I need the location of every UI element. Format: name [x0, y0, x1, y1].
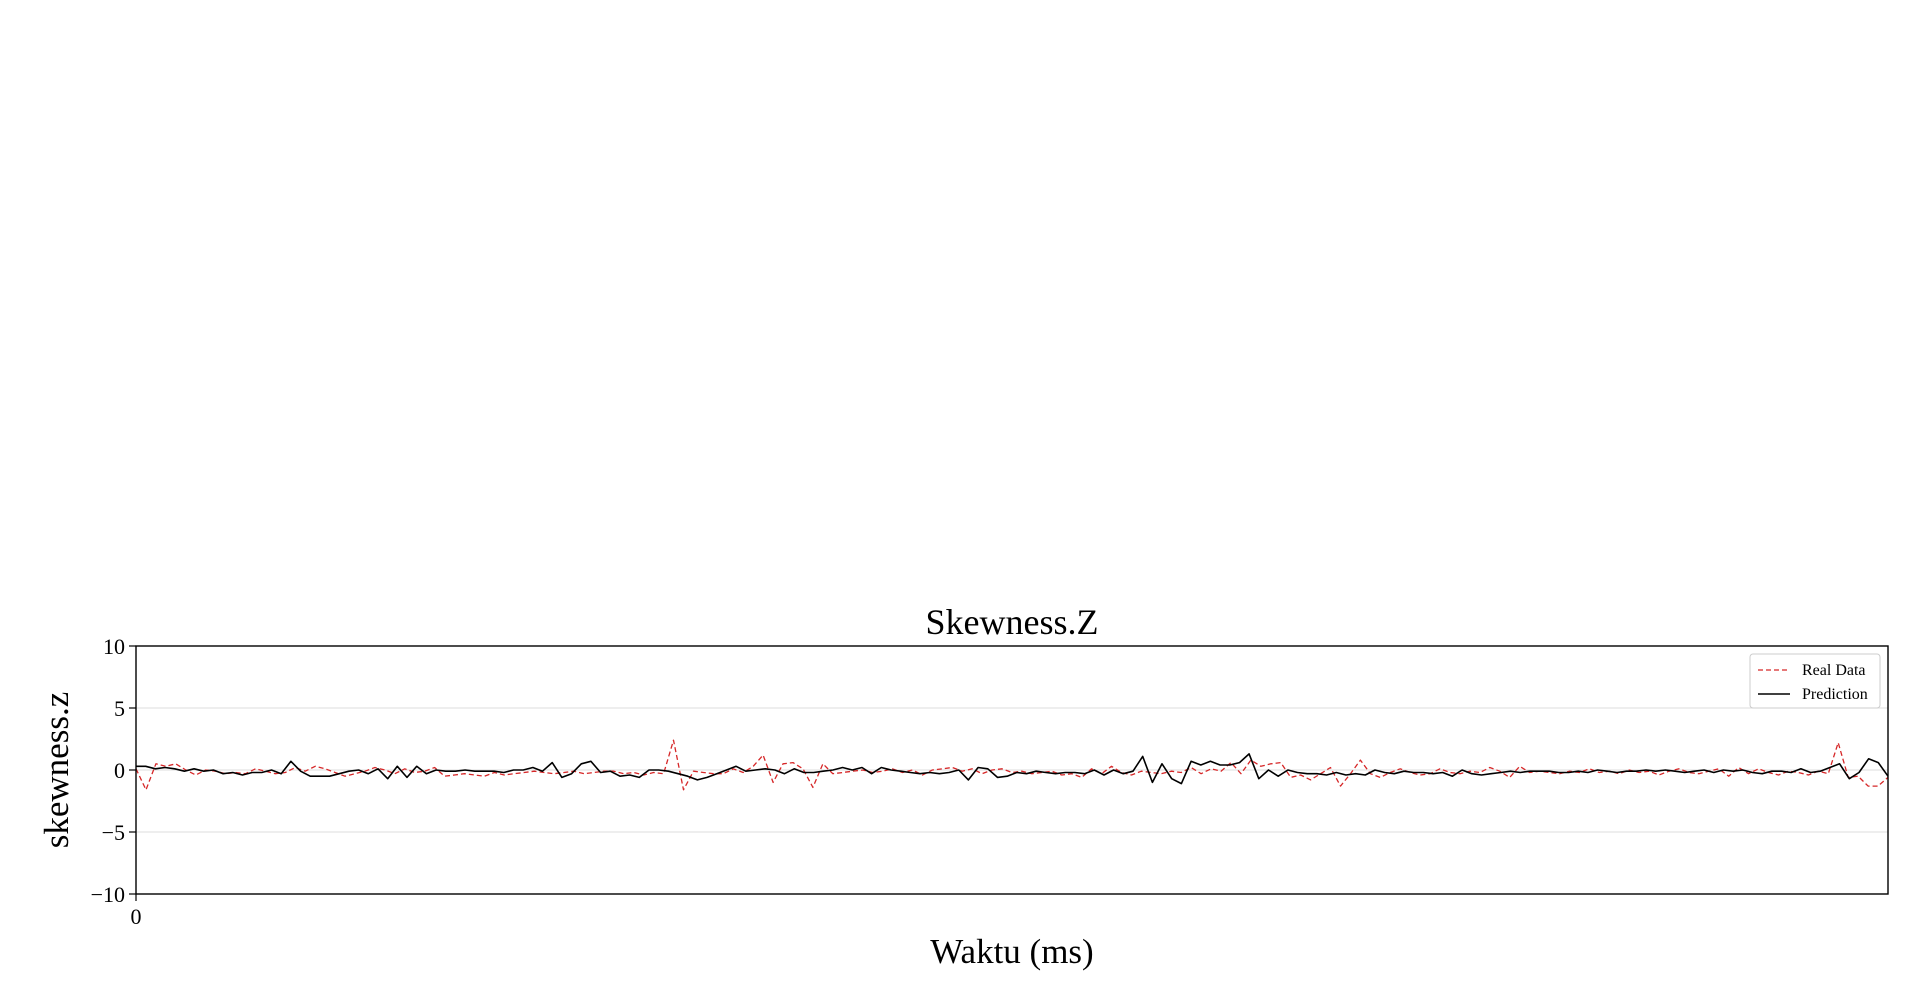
legend: Real Data Prediction	[1749, 653, 1881, 709]
series-line-real-data	[135, 739, 1889, 791]
y-axis-label: skewness.z	[37, 692, 76, 849]
series-layer	[135, 739, 1889, 791]
legend-label-prediction: Prediction	[1802, 686, 1868, 703]
grid-lines	[136, 645, 1888, 895]
y-tick-label: 10	[103, 634, 125, 659]
legend-label-real-data: Real Data	[1802, 662, 1866, 679]
y-tick-label: 0	[114, 758, 125, 783]
y-tick-label: 5	[114, 696, 125, 721]
x-tick-label: 0	[131, 904, 142, 929]
y-tick-label: −10	[91, 882, 125, 907]
x-axis-label: Waktu (ms)	[930, 932, 1093, 971]
series-line-prediction	[136, 753, 1889, 785]
chart-title: Skewness.Z	[926, 602, 1099, 642]
y-tick-label: −5	[102, 820, 125, 845]
